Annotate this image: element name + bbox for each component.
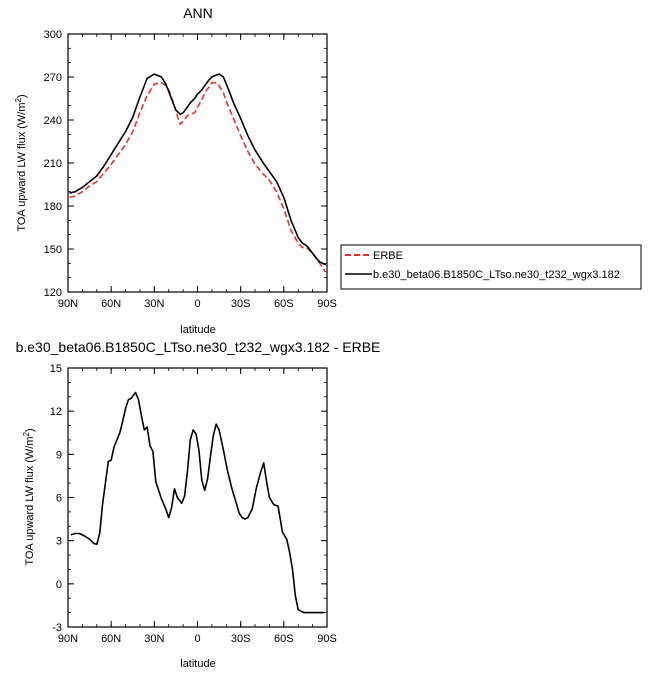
y-tick-label: 240 — [44, 115, 62, 127]
y-tick-label: 270 — [44, 72, 62, 84]
x-tick-label: 0 — [194, 633, 200, 645]
legend-label-model: b.e30_beta06.B1850C_LTso.ne30_t232_wgx3.… — [373, 269, 620, 281]
chart-title: ANN — [183, 5, 213, 21]
legend: ERBE b.e30_beta06.B1850C_LTso.ne30_t232_… — [340, 244, 642, 290]
y-tick-label: 15 — [50, 363, 62, 375]
y-axis-label: TOA upward LW flux (W/m2) — [22, 428, 36, 565]
x-tick-label: 60S — [274, 633, 294, 645]
x-tick-label: 30S — [231, 633, 251, 645]
series-line-0 — [70, 391, 325, 614]
bottom-panel: b.e30_beta06.B1850C_LTso.ne30_t232_wgx3.… — [16, 339, 381, 670]
x-tick-label: 90N — [58, 633, 78, 645]
plot-frame — [67, 367, 328, 628]
y-tick-label: 300 — [44, 29, 62, 41]
x-tick-label: 30N — [144, 298, 164, 310]
legend-box — [340, 244, 642, 290]
y-tick-label: 6 — [56, 493, 62, 505]
y-tick-label: 9 — [56, 449, 62, 461]
y-tick-label: 150 — [44, 244, 62, 256]
series-line-1 — [69, 73, 326, 266]
x-tick-label: 30S — [231, 298, 251, 310]
plot-area: 90N 60N 30N 0 30S 60S 90S -3 0 3 6 9 12 15 — [50, 363, 337, 645]
top-panel: ANN 90N 60N 30N 0 30S 60S 90S 120 150 180 210 240 27… — [14, 5, 642, 336]
x-tick-label: 0 — [194, 298, 200, 310]
chart-title: b.e30_beta06.B1850C_LTso.ne30_t232_wgx3.… — [16, 339, 381, 355]
y-tick-label: 120 — [44, 287, 62, 299]
x-tick-label: 90N — [58, 298, 78, 310]
series-line-0 — [69, 81, 327, 273]
x-tick-label: 90S — [317, 633, 337, 645]
y-tick-label: 12 — [50, 406, 62, 418]
plot-frame — [67, 33, 328, 293]
plot-area: 90N 60N 30N 0 30S 60S 90S 120 150 180 210 240 270 300 — [44, 29, 337, 310]
y-tick-label: 0 — [56, 579, 62, 591]
x-axis-label: latitude — [180, 658, 215, 670]
x-tick-label: 60S — [274, 298, 294, 310]
y-tick-label: 210 — [44, 158, 62, 170]
x-tick-label: 90S — [317, 298, 337, 310]
y-tick-label: 3 — [56, 536, 62, 548]
x-tick-label: 30N — [144, 633, 164, 645]
x-tick-label: 60N — [101, 298, 121, 310]
y-axis-label: TOA upward LW flux (W/m2) — [14, 94, 28, 231]
x-tick-label: 60N — [101, 633, 121, 645]
y-tick-label: -3 — [52, 622, 62, 634]
legend-label-erbe: ERBE — [373, 250, 403, 262]
x-axis-label: latitude — [180, 324, 215, 336]
y-tick-label: 180 — [44, 201, 62, 213]
